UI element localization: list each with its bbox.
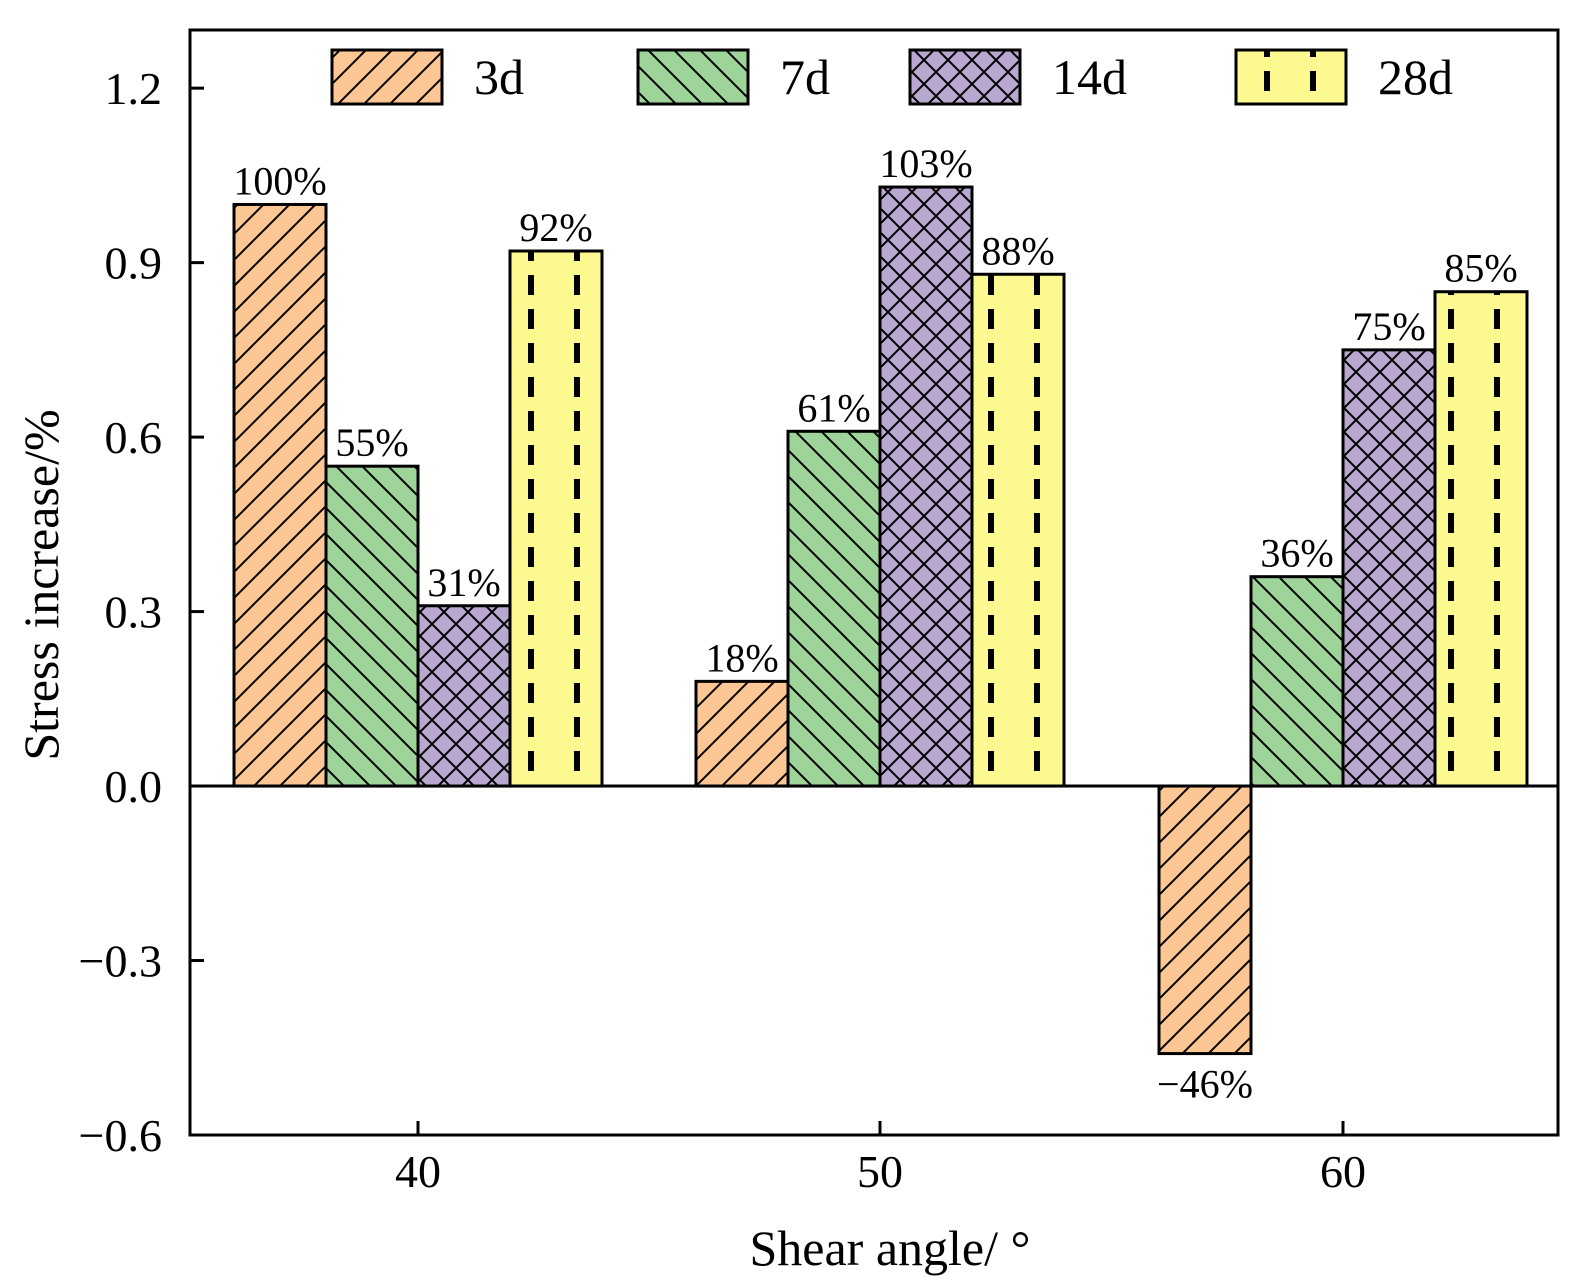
bar-28d-40 bbox=[508, 249, 604, 788]
bar-3d-50 bbox=[694, 679, 790, 788]
data-label-14d-60: 75% bbox=[1352, 304, 1425, 349]
legend-label-3d: 3d bbox=[474, 49, 524, 105]
data-label-3d-50: 18% bbox=[705, 635, 778, 680]
legend-label-14d: 14d bbox=[1052, 49, 1127, 105]
x-tick-label: 50 bbox=[857, 1146, 903, 1197]
legend-swatch-14d bbox=[908, 48, 1022, 106]
bar-3d-60 bbox=[1157, 784, 1253, 1056]
legend-label-7d: 7d bbox=[780, 49, 830, 105]
data-label-28d-40: 92% bbox=[519, 205, 592, 250]
legend-swatch-7d bbox=[636, 48, 750, 106]
y-tick-label: 0.3 bbox=[105, 587, 163, 638]
data-label-3d-60: −46% bbox=[1157, 1062, 1253, 1107]
bar-3d-40 bbox=[232, 202, 328, 788]
legend-swatch-28d bbox=[1234, 48, 1348, 106]
y-tick-label: 0.0 bbox=[105, 761, 163, 812]
plot-frame bbox=[188, 28, 1560, 1137]
data-label-7d-40: 55% bbox=[335, 420, 408, 465]
x-axis-title: Shear angle/ ° bbox=[749, 1220, 1030, 1276]
data-label-14d-50: 103% bbox=[879, 141, 972, 186]
data-labels-layer: 100% 18% −46% 55% 61% 36% 31% 103% 75% 92% 88% 85% bbox=[233, 141, 1517, 1107]
bar-14d-60 bbox=[1341, 348, 1437, 788]
y-tick-label: 0.9 bbox=[105, 238, 163, 289]
data-label-28d-50: 88% bbox=[981, 228, 1054, 273]
bar-7d-60 bbox=[1249, 575, 1345, 788]
legend-swatch-3d bbox=[330, 48, 444, 106]
data-label-3d-40: 100% bbox=[233, 158, 326, 203]
data-label-14d-40: 31% bbox=[427, 560, 500, 605]
bar-14d-50 bbox=[878, 185, 974, 788]
bar-7d-40 bbox=[324, 464, 420, 788]
x-tick-label: 40 bbox=[395, 1146, 441, 1197]
legend: 3d 7d 14d 28d bbox=[330, 48, 1453, 106]
data-label-7d-50: 61% bbox=[797, 385, 870, 430]
bar-28d-50 bbox=[970, 272, 1066, 788]
y-tick-label: −0.6 bbox=[79, 1110, 162, 1161]
data-label-7d-60: 36% bbox=[1260, 531, 1333, 576]
bar-14d-40 bbox=[416, 604, 512, 788]
y-axis-title: Stress increase/% bbox=[13, 409, 69, 760]
axes-layer: −0.6 −0.3 0.0 0.3 0.6 0.9 1.2 40 50 60 bbox=[79, 28, 1560, 1197]
bars-layer bbox=[232, 185, 1529, 1056]
y-tick-label: 0.6 bbox=[105, 412, 163, 463]
bar-28d-60 bbox=[1433, 290, 1529, 788]
y-tick-label: 1.2 bbox=[105, 63, 163, 114]
y-tick-label: −0.3 bbox=[79, 936, 162, 987]
legend-label-28d: 28d bbox=[1378, 49, 1453, 105]
x-tick-label: 60 bbox=[1320, 1146, 1366, 1197]
data-label-28d-60: 85% bbox=[1444, 246, 1517, 291]
bar-7d-50 bbox=[786, 429, 882, 788]
